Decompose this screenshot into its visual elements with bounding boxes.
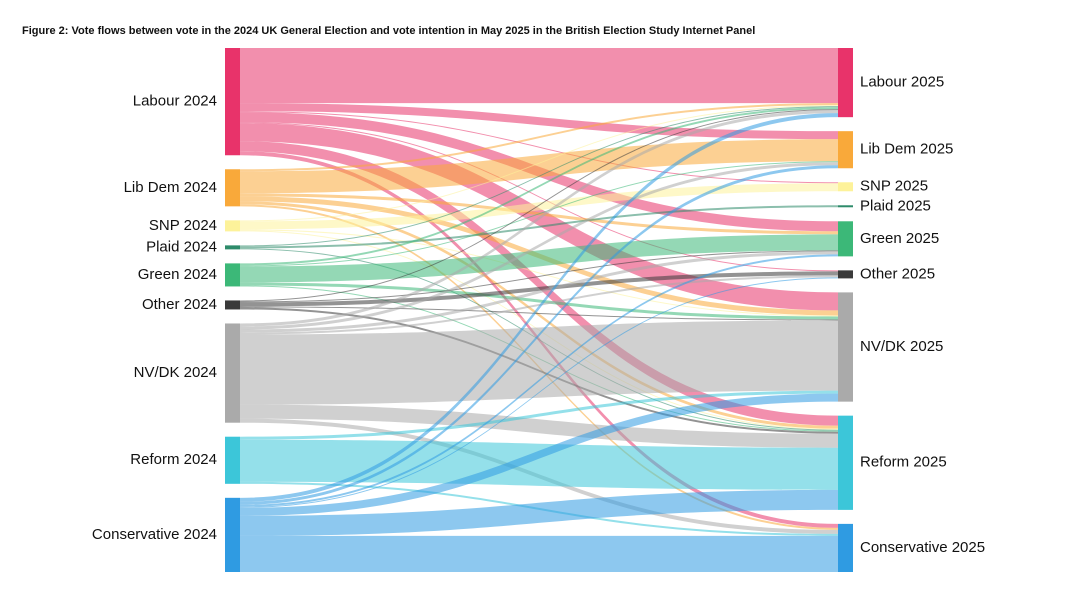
flow xyxy=(240,183,838,230)
flow xyxy=(240,201,838,429)
flow xyxy=(240,110,838,327)
node-label: Other 2025 xyxy=(860,265,935,282)
node xyxy=(838,182,853,192)
node-label: Green 2024 xyxy=(138,266,217,283)
flow xyxy=(240,229,838,317)
flow xyxy=(240,122,838,272)
flow xyxy=(240,161,838,267)
flow xyxy=(240,306,838,321)
node-label: Labour 2025 xyxy=(860,74,944,91)
node xyxy=(225,323,240,423)
flow xyxy=(240,141,838,426)
flow xyxy=(240,123,838,311)
flow xyxy=(240,103,838,172)
flow xyxy=(240,251,838,333)
node xyxy=(225,263,240,287)
node xyxy=(225,169,240,207)
node xyxy=(838,292,853,402)
node-label: NV/DK 2025 xyxy=(860,338,943,355)
node-label: Lib Dem 2024 xyxy=(124,179,217,196)
node xyxy=(225,436,240,484)
node-label: SNP 2024 xyxy=(149,217,217,234)
chart-title: Figure 2: Vote flows between vote in the… xyxy=(22,25,755,37)
node-label: Reform 2024 xyxy=(130,451,217,468)
flow xyxy=(240,277,838,508)
flows xyxy=(240,48,838,572)
node xyxy=(225,300,240,310)
node xyxy=(838,131,853,169)
flow xyxy=(240,165,838,505)
node xyxy=(838,523,853,572)
nodes: Labour 2024 Lib Dem 2024 SNP 2024 Plaid 202… xyxy=(92,48,985,572)
node xyxy=(838,415,853,510)
flow xyxy=(240,404,838,448)
flow xyxy=(240,106,838,247)
node xyxy=(225,245,240,250)
flow xyxy=(240,254,838,507)
node-label: Lib Dem 2025 xyxy=(860,141,953,158)
flow xyxy=(240,109,838,302)
node-label: Plaid 2025 xyxy=(860,197,931,214)
flow xyxy=(240,113,838,502)
flow xyxy=(240,390,838,440)
flow xyxy=(240,489,838,536)
flow xyxy=(240,282,838,320)
node-label: Reform 2025 xyxy=(860,454,947,471)
flow xyxy=(240,439,838,490)
flow xyxy=(240,162,838,330)
node-label: Plaid 2024 xyxy=(146,238,217,255)
flow xyxy=(240,320,838,405)
flow xyxy=(240,139,838,194)
flow xyxy=(240,271,838,307)
node-label: SNP 2025 xyxy=(860,178,928,195)
node-label: Labour 2024 xyxy=(133,93,217,110)
flow xyxy=(240,250,838,303)
node-label: Conservative 2024 xyxy=(92,526,217,543)
flow xyxy=(240,393,838,516)
node xyxy=(838,205,853,208)
node xyxy=(838,48,853,118)
node xyxy=(225,220,240,232)
flow xyxy=(240,48,838,104)
node-label: NV/DK 2024 xyxy=(134,364,217,381)
node-label: Conservative 2025 xyxy=(860,539,985,556)
node xyxy=(225,48,240,156)
node-label: Other 2024 xyxy=(142,296,217,313)
flow xyxy=(240,111,838,184)
flow xyxy=(240,234,838,283)
flow xyxy=(240,205,838,249)
flow xyxy=(240,107,838,266)
flow xyxy=(240,275,838,335)
node xyxy=(838,270,853,279)
node xyxy=(838,221,853,257)
node xyxy=(225,497,240,572)
flow xyxy=(240,105,838,222)
node-label: Green 2025 xyxy=(860,230,939,247)
flow xyxy=(240,535,838,572)
